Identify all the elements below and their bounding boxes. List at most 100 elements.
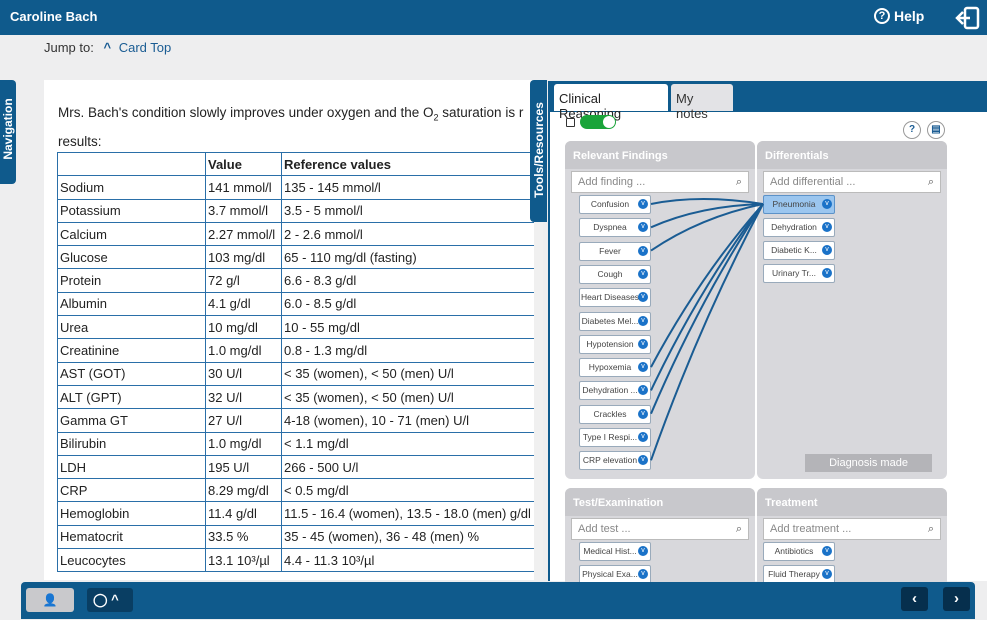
panel-tabs: Clinical Reasoning My notes (550, 81, 987, 121)
reasoning-item[interactable]: Diabetic K... v (763, 241, 835, 260)
reasoning-item[interactable]: Dehydration ... v (579, 381, 651, 401)
reasoning-item[interactable]: Antibiotics v (763, 542, 835, 561)
top-bar: Caroline Bach ? Help (0, 0, 987, 35)
chevron-down-icon[interactable]: v (638, 432, 648, 442)
user-status-icon[interactable]: 👤 (26, 588, 74, 612)
differentials-box: Differentials Add differential ... ⌕ Pneu… (757, 141, 947, 479)
view-toggle[interactable] (580, 115, 616, 129)
table-row: Calcium 2.27 mmol/l 2 - 2.6 mmol/l (57, 221, 534, 247)
chat-button[interactable]: ◯ ^ (87, 588, 133, 612)
chevron-down-icon[interactable]: v (638, 199, 648, 209)
findings-box: Relevant Findings Add finding ... ⌕ Confu… (565, 141, 755, 479)
table-cell: 6.0 - 8.5 g/dl (281, 291, 534, 317)
table-row: Bilirubin 1.0 mg/dl < 1.1 mg/dl (57, 431, 534, 456)
chevron-down-icon[interactable]: v (638, 408, 648, 419)
content-scrollbar[interactable] (534, 80, 543, 580)
chevron-down-icon[interactable]: v (638, 338, 648, 349)
chevron-down-icon[interactable]: v (822, 222, 832, 232)
table-cell: < 35 (women), < 50 (men) U/l (281, 384, 534, 410)
table-cell: 6.6 - 8.3 g/dl (281, 268, 534, 293)
reasoning-item[interactable]: Dyspnea v (579, 218, 651, 238)
bottom-bar: 👤 ◯ ^ ‹ › (21, 582, 975, 619)
card-top-link[interactable]: Card Top (118, 40, 172, 55)
table-cell: 10 - 55 mg/dl (281, 315, 534, 340)
reasoning-item[interactable]: Diabetes Mel... v (579, 311, 651, 331)
search-icon: ⌕ (927, 523, 934, 535)
table-cell: Sodium (57, 175, 206, 200)
chevron-down-icon[interactable]: v (638, 315, 648, 326)
table-cell: 11.4 g/dl (205, 501, 282, 526)
differential-input[interactable]: Add differential ... ⌕ (763, 171, 941, 193)
reasoning-item[interactable]: Urinary Tr... v (763, 264, 835, 283)
chevron-down-icon[interactable]: v (822, 199, 832, 209)
tab-clinical-reasoning[interactable]: Clinical Reasoning (554, 84, 668, 121)
table-row: Gamma GT 27 U/l 4-18 (women), 10 - 71 (men… (57, 408, 534, 433)
tab-my-notes[interactable]: My notes (671, 84, 733, 121)
chevron-down-icon[interactable]: v (638, 245, 648, 256)
chevron-down-icon[interactable]: v (822, 245, 832, 255)
test-input[interactable]: Add test ... ⌕ (571, 518, 749, 540)
table-cell: Leucocytes (57, 548, 206, 573)
reasoning-item[interactable]: Type I Respi... v (579, 428, 651, 447)
table-cell: ALT (GPT) (57, 384, 206, 410)
diagnosis-made-button[interactable]: Diagnosis made (805, 454, 932, 472)
info-circle-icon[interactable]: ? (903, 121, 921, 139)
table-cell: Creatinine (57, 338, 206, 363)
table-cell: 30 U/l (205, 361, 282, 386)
navigation-tab[interactable]: Navigation (0, 80, 16, 184)
navigation-label: Navigation (1, 98, 15, 160)
search-icon: ⌕ (735, 523, 742, 535)
chevron-down-icon[interactable]: v (638, 292, 648, 303)
case-content: Mrs. Bach's condition slowly improves un… (44, 80, 534, 580)
table-cell: 141 mmol/l (205, 175, 282, 200)
video-icon[interactable]: ▤ (927, 121, 945, 139)
column-header (57, 151, 206, 177)
reasoning-item[interactable]: Dehydration v (763, 218, 835, 237)
table-cell: 4.1 g/dl (205, 291, 282, 317)
previous-button[interactable]: ‹ (901, 587, 928, 611)
reasoning-item[interactable]: Heart Diseases v (579, 288, 651, 308)
chevron-down-icon[interactable]: v (638, 385, 648, 396)
chevron-down-icon[interactable]: v (638, 546, 648, 556)
table-row: CRP 8.29 mg/dl < 0.5 mg/dl (57, 478, 534, 503)
reasoning-item[interactable]: Pneumonia v (763, 195, 835, 214)
table-cell: 33.5 % (205, 524, 282, 550)
reasoning-item[interactable]: Hypotension v (579, 334, 651, 354)
table-row: Protein 72 g/l 6.6 - 8.3 g/dl (57, 268, 534, 293)
chevron-down-icon[interactable]: v (822, 569, 832, 579)
chevron-down-icon[interactable]: v (822, 268, 832, 278)
table-row: Sodium 141 mmol/l 135 - 145 mmol/l (57, 175, 534, 200)
chevron-down-icon[interactable]: v (638, 362, 648, 373)
table-cell: < 0.5 mg/dl (281, 478, 534, 503)
chevron-down-icon[interactable]: v (638, 569, 648, 579)
chevron-up-icon[interactable]: ^ (103, 40, 112, 55)
chevron-down-icon[interactable]: v (822, 546, 832, 556)
finding-input[interactable]: Add finding ... ⌕ (571, 171, 749, 193)
reasoning-item[interactable]: Crackles v (579, 404, 651, 424)
reasoning-item[interactable]: Fever v (579, 241, 651, 261)
table-cell: 1.0 mg/dl (205, 431, 282, 456)
table-cell: AST (GOT) (57, 361, 206, 386)
next-button[interactable]: › (943, 587, 970, 611)
chevron-down-icon[interactable]: v (638, 222, 648, 233)
reasoning-item[interactable]: CRP elevation v (579, 451, 651, 471)
reasoning-item[interactable]: Medical Hist... v (579, 542, 651, 561)
table-cell: Protein (57, 268, 206, 293)
treatment-input[interactable]: Add treatment ... ⌕ (763, 518, 941, 540)
reasoning-item[interactable]: Cough v (579, 264, 651, 284)
help-button[interactable]: ? Help (874, 8, 924, 24)
table-cell: 13.1 10³/µl (205, 548, 282, 573)
tools-resources-tab[interactable]: Tools/Resources (530, 80, 547, 222)
chevron-down-icon[interactable]: v (638, 268, 648, 279)
reasoning-item[interactable]: Confusion v (579, 195, 651, 214)
table-cell: 3.5 - 5 mmol/l (281, 198, 534, 223)
table-cell: Bilirubin (57, 431, 206, 456)
map-icon (566, 118, 575, 127)
chevron-down-icon[interactable]: v (638, 455, 648, 466)
reasoning-item[interactable]: Hypoxemia v (579, 358, 651, 378)
table-cell: 10 mg/dl (205, 315, 282, 340)
tools-label: Tools/Resources (532, 102, 546, 198)
table-row: Leucocytes 13.1 10³/µl 4.4 - 11.3 10³/µl (57, 548, 534, 573)
logout-icon[interactable] (955, 6, 981, 30)
table-cell: 4.4 - 11.3 10³/µl (281, 548, 534, 573)
